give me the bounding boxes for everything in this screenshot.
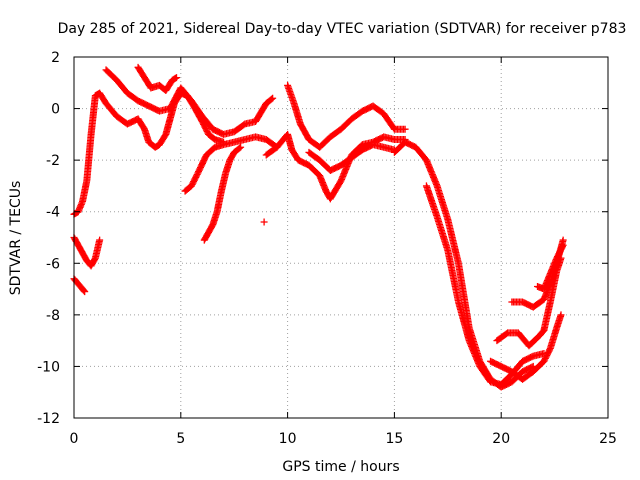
chart-title: Day 285 of 2021, Sidereal Day-to-day VTE… [58, 21, 627, 37]
x-tick-label: 25 [599, 431, 617, 447]
data-point-fill [80, 287, 88, 295]
data-points [70, 63, 567, 391]
data-point-fill [203, 231, 211, 239]
data-point-fill [558, 243, 566, 251]
y-tick-label: -4 [46, 205, 60, 221]
data-point-fill [139, 123, 147, 131]
series-track-c [70, 275, 89, 296]
series-track-k [390, 138, 537, 391]
data-point-fill [121, 87, 129, 95]
x-tick-label: 5 [176, 431, 185, 447]
series-track-g [200, 143, 245, 244]
data-point-fill [538, 328, 546, 336]
series-outlier [260, 218, 268, 226]
data-point-fill [192, 172, 200, 180]
data-point-fill [236, 144, 244, 152]
x-tick-label: 20 [492, 431, 510, 447]
series-track-l [422, 182, 548, 388]
data-point-fill [77, 246, 85, 254]
y-tick-label: -2 [46, 153, 60, 169]
data-point-fill [234, 145, 242, 153]
series-track-b [70, 234, 104, 270]
y-tick-label: -6 [46, 256, 60, 272]
data-point-fill [268, 95, 276, 103]
data-point [260, 218, 268, 226]
data-point-fill [557, 312, 565, 320]
data-point-fill [160, 133, 168, 141]
data-point-fill [111, 74, 119, 82]
data-point-fill [400, 125, 408, 133]
data-point-fill [139, 71, 147, 79]
data-point-fill [517, 360, 525, 368]
data-point-fill [558, 244, 566, 252]
series-track-m [487, 311, 565, 383]
y-tick-label: 0 [51, 102, 60, 118]
data-point-fill [201, 154, 209, 162]
y-tick-label: -12 [37, 411, 60, 427]
data-point-fill [356, 148, 364, 156]
data-point-fill [433, 211, 441, 219]
data-point-fill [454, 296, 462, 304]
data-point-fill [196, 110, 204, 118]
data-point-fill [345, 155, 353, 163]
data-point-fill [545, 347, 553, 355]
x-tick-label: 10 [279, 431, 297, 447]
data-point-fill [203, 127, 211, 135]
data-point-fill [79, 286, 87, 294]
data-point-fill [239, 136, 247, 144]
data-point-fill [132, 95, 140, 103]
data-point-fill [501, 331, 509, 339]
data-point-fill [267, 96, 275, 104]
data-point-fill [95, 238, 103, 246]
data-point-fill [207, 123, 215, 131]
data-point-fill [239, 122, 247, 130]
y-axis-label: SDTVAR / TECUs [8, 181, 24, 296]
data-point-fill [186, 94, 194, 102]
y-tick-label: 2 [51, 50, 60, 66]
data-point-fill [171, 74, 179, 82]
data-point-fill [546, 299, 554, 307]
data-point-fill [420, 154, 428, 162]
y-axis: -12 -10 -8 -6 -4 -2 0 2 [37, 50, 608, 427]
data-point-fill [399, 140, 407, 148]
y-tick-label: -8 [46, 308, 60, 324]
x-tick-label: 0 [70, 431, 79, 447]
series-track-d [102, 66, 277, 138]
x-axis-label: GPS time / hours [282, 459, 399, 475]
data-point-fill [209, 134, 217, 142]
data-point-fill [377, 108, 385, 116]
y-tick-label: -10 [37, 359, 60, 375]
series-track-j [305, 141, 398, 174]
data-point-fill [229, 138, 237, 146]
data-point-fill [506, 372, 514, 380]
data-point-fill [209, 145, 217, 153]
data-point-fill [100, 97, 108, 105]
x-axis: 0 5 10 15 20 25 [70, 57, 617, 447]
data-point-fill [443, 245, 451, 253]
data-point-fill [534, 334, 542, 342]
data-point-fill [111, 110, 119, 118]
data-point-fill [81, 254, 89, 262]
plot-frame [73, 56, 609, 419]
data-point-fill [207, 223, 215, 231]
data-point-fill [356, 109, 364, 117]
data-point-fill [90, 257, 98, 265]
data-point-fill [335, 179, 343, 187]
data-point-fill [324, 164, 332, 172]
data-point-fill [73, 239, 81, 247]
data-point-fill [378, 143, 386, 151]
series-track-p [534, 241, 567, 293]
data-point-fill [443, 214, 451, 222]
series-track-i [284, 81, 409, 151]
series-track-e [134, 63, 181, 95]
x-tick-label: 15 [385, 431, 403, 447]
